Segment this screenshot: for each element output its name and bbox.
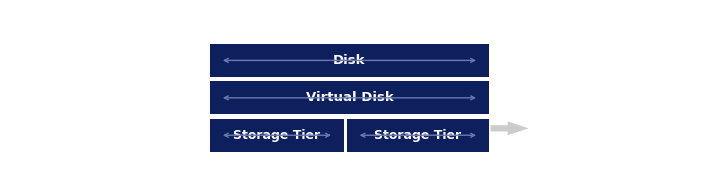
Bar xyxy=(347,119,489,152)
Bar xyxy=(210,44,489,77)
Bar xyxy=(210,119,344,152)
Text: Storage Tier: Storage Tier xyxy=(374,129,462,142)
Text: Storage Tier: Storage Tier xyxy=(233,129,320,142)
Text: Disk: Disk xyxy=(333,54,366,67)
FancyArrow shape xyxy=(490,121,528,135)
Text: Virtual Disk: Virtual Disk xyxy=(305,91,393,104)
Bar xyxy=(210,81,489,114)
